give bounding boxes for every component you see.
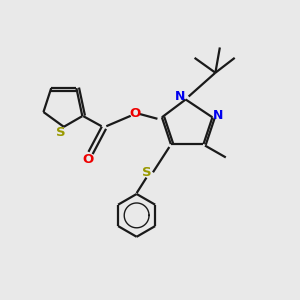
Text: O: O [129,107,140,120]
Text: N: N [175,90,185,103]
Text: O: O [82,153,94,166]
Text: S: S [142,167,151,179]
Text: N: N [213,109,224,122]
Text: S: S [56,126,66,139]
